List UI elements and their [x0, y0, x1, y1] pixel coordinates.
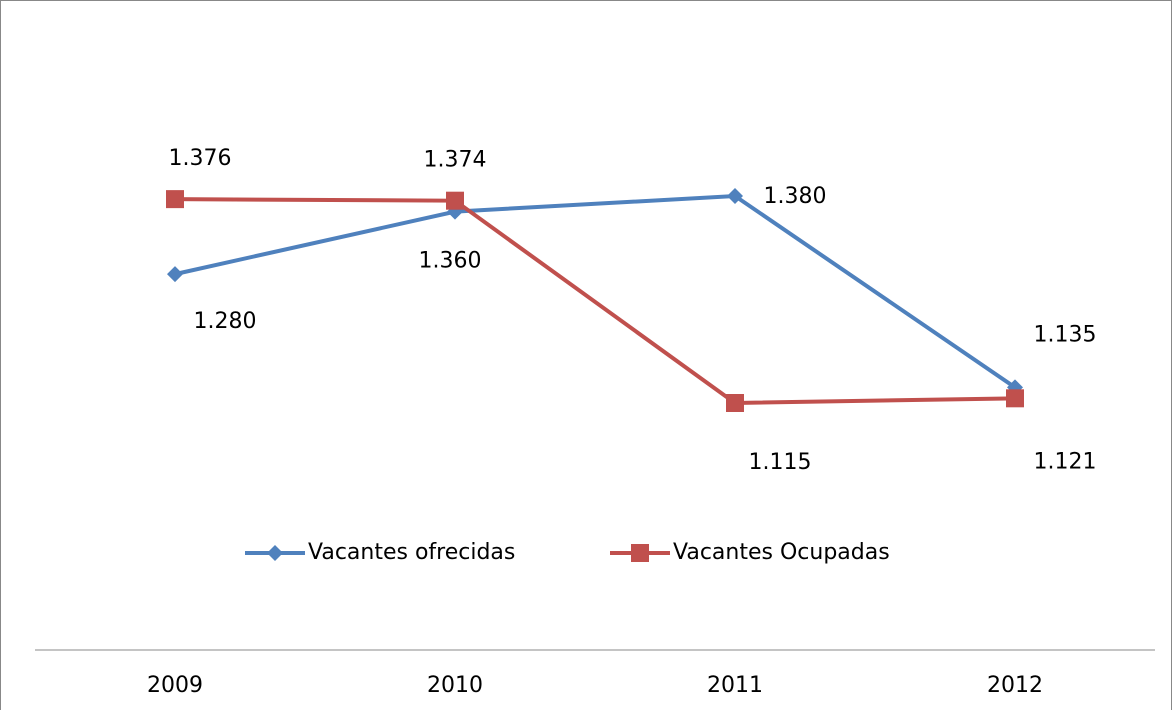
- data-label: 1.360: [419, 249, 482, 274]
- data-label: 1.374: [424, 148, 487, 173]
- line: [174, 197, 1016, 406]
- marker: [1006, 389, 1024, 408]
- data-label: 1.376: [169, 146, 232, 171]
- marker: [726, 394, 744, 412]
- marker: [727, 188, 743, 204]
- legend-marker: [631, 544, 649, 562]
- legend-marker: [267, 545, 283, 561]
- x-tick-label: 2009: [147, 673, 203, 698]
- data-label: 1.380: [764, 184, 827, 209]
- marker: [167, 266, 183, 283]
- x-tick-label: 2011: [707, 673, 763, 698]
- data-label: 1.135: [1034, 322, 1097, 347]
- data-label: 1.280: [194, 309, 257, 334]
- data-label: 1.121: [1034, 449, 1097, 474]
- legend-label: Vacantes ofrecidas: [308, 540, 515, 565]
- marker: [166, 190, 184, 209]
- legend-label: Vacantes Ocupadas: [673, 540, 890, 565]
- x-tick-label: 2012: [987, 673, 1043, 698]
- marker: [446, 191, 464, 210]
- data-label: 1.115: [749, 450, 812, 475]
- line: [174, 193, 1017, 390]
- x-tick-label: 2010: [427, 673, 483, 698]
